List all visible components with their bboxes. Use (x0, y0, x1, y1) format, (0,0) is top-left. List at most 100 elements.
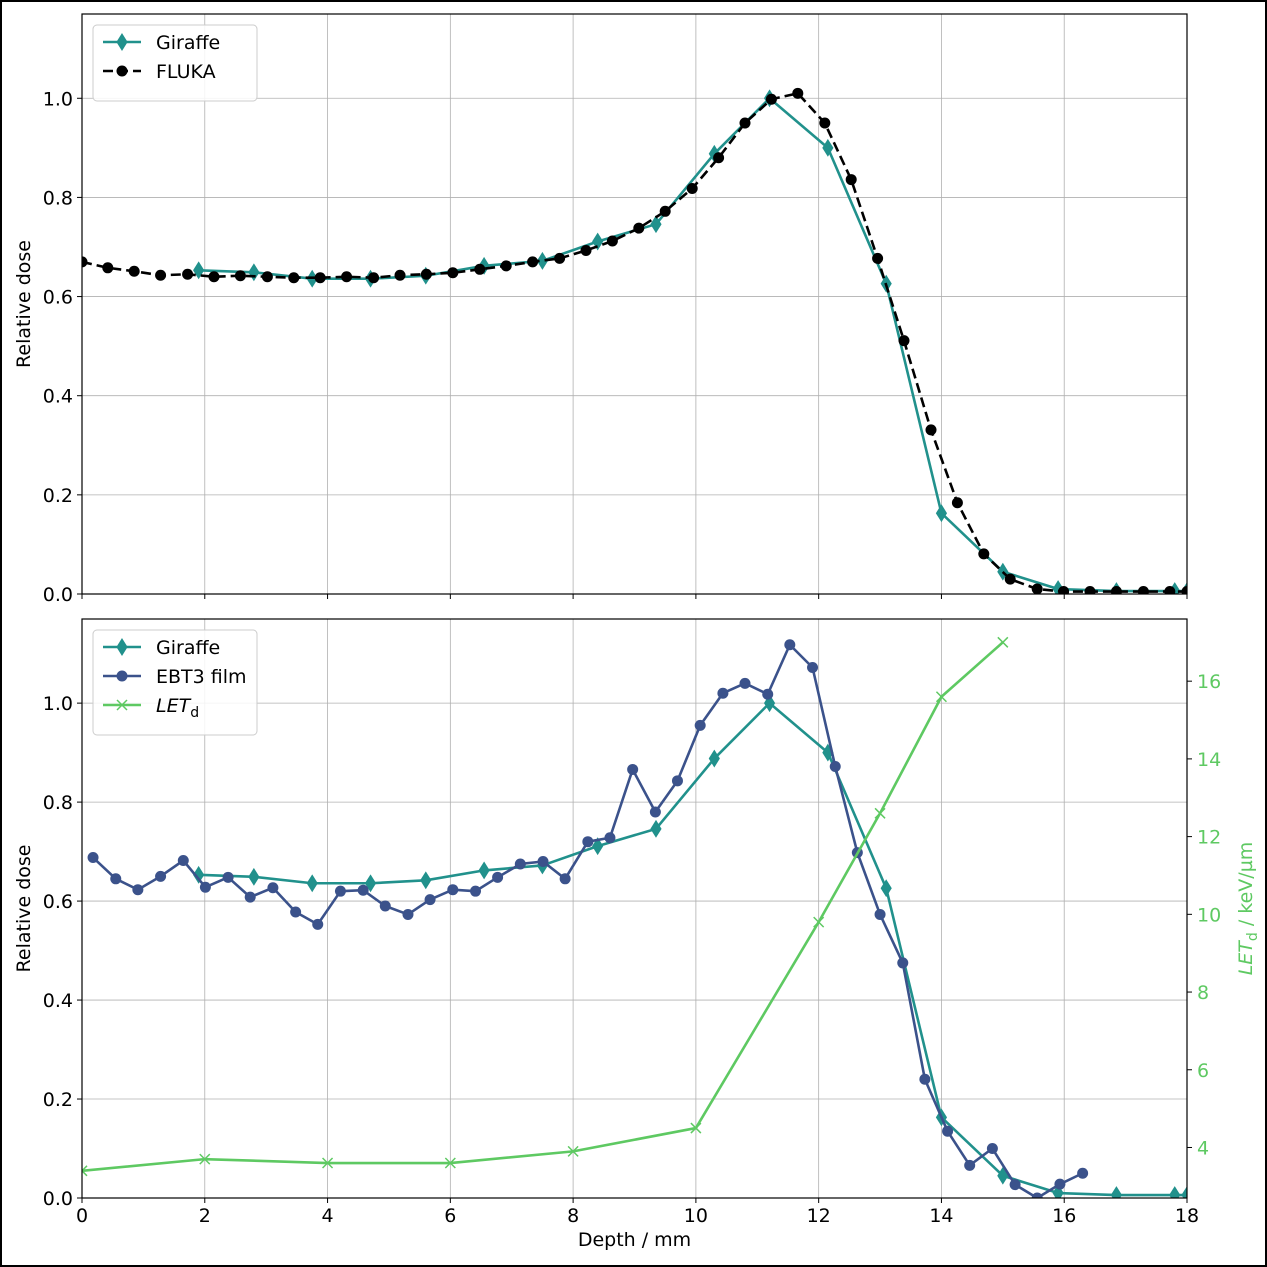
legend-marker (116, 670, 128, 682)
legend-entry: Giraffe (103, 637, 220, 659)
data-point (128, 265, 140, 277)
data-point (420, 871, 432, 890)
data-point (248, 867, 260, 886)
data-point (874, 807, 886, 819)
series-ebt3-film (87, 639, 1089, 1198)
data-point (177, 854, 189, 866)
data-point (364, 874, 377, 893)
x-tick-label: 6 (444, 1205, 456, 1227)
legend-box (92, 629, 258, 736)
data-point (1004, 573, 1016, 585)
legend-label: LETd (156, 695, 199, 721)
y-tick-label: 0.0 (43, 1188, 73, 1210)
series-fluka (82, 87, 1187, 594)
data-point (322, 1157, 334, 1169)
data-point (87, 852, 99, 864)
data-point (424, 894, 436, 906)
y-axis-title: Relative dose (13, 240, 35, 368)
data-point (1084, 586, 1096, 594)
data-point (633, 222, 645, 234)
data-point (182, 268, 194, 280)
data-point (627, 763, 639, 775)
y-axis-title: Relative dose (13, 845, 35, 973)
y2-tick-label: 4 (1197, 1137, 1209, 1159)
legend-marker (116, 699, 128, 711)
series-letd (82, 636, 1009, 1177)
data-point (110, 873, 122, 885)
data-point (919, 1073, 931, 1085)
data-point (357, 884, 369, 896)
data-point (514, 858, 526, 870)
y2-tick-label: 14 (1197, 749, 1221, 771)
series-line (82, 641, 1004, 1173)
data-point (82, 256, 88, 268)
data-point (1052, 1184, 1064, 1198)
data-point (713, 152, 725, 164)
y-tick-label: 0.8 (43, 187, 73, 209)
data-point (470, 885, 482, 897)
x-tick-label: 4 (322, 1205, 334, 1227)
data-point (739, 117, 751, 129)
data-point (978, 548, 990, 560)
data-point (935, 691, 947, 703)
data-point (155, 269, 167, 281)
data-point (1169, 1186, 1181, 1198)
data-point (199, 881, 211, 893)
data-point (1164, 586, 1176, 594)
data-point (708, 749, 720, 768)
data-point (1137, 586, 1149, 594)
data-point (288, 272, 300, 284)
data-point (935, 504, 948, 523)
data-point (314, 272, 326, 284)
data-point (1031, 1192, 1043, 1198)
data-point (813, 916, 825, 928)
legend: Giraffe EBT3 film LETd (92, 629, 258, 736)
data-point (447, 884, 459, 896)
data-point (559, 873, 571, 885)
y-tick-label: 0.2 (43, 485, 73, 507)
data-point (447, 267, 459, 279)
legend-entry: FLUKA (103, 61, 216, 83)
data-point (193, 865, 205, 884)
data-point (792, 87, 804, 99)
data-point (155, 870, 167, 882)
series-giraffe (193, 89, 1187, 594)
y-tick-label: 0.6 (43, 891, 73, 913)
axes-frame (81, 618, 1188, 1199)
series-line (82, 92, 1187, 593)
data-point (829, 760, 841, 772)
data-point (394, 269, 406, 281)
data-point (822, 138, 834, 157)
axes-frame (81, 13, 1188, 595)
data-point (671, 775, 683, 787)
y2-tick-label: 8 (1197, 982, 1209, 1004)
y2-tick-label: 6 (1197, 1060, 1209, 1082)
y-tick-label: 0.4 (43, 990, 73, 1012)
data-point (444, 1157, 456, 1169)
legend: Giraffe FLUKA (92, 24, 258, 102)
data-point (82, 1165, 88, 1177)
data-point (606, 235, 618, 247)
legend-label: EBT3 film (156, 666, 247, 688)
legend-entry: EBT3 film (103, 666, 247, 688)
data-point (420, 268, 432, 280)
data-point (690, 1122, 702, 1134)
legend-label-main: LET (156, 695, 192, 717)
data-point (717, 687, 729, 699)
data-point (1077, 1167, 1089, 1179)
data-point (942, 1125, 954, 1137)
y-tick-label: 0.2 (43, 1089, 73, 1111)
data-point (132, 884, 144, 896)
data-point (554, 252, 566, 264)
data-point (474, 263, 486, 275)
y2-axis-title-main: LET (1235, 940, 1257, 976)
data-point (580, 244, 592, 256)
data-point (819, 117, 831, 129)
data-point (341, 271, 353, 283)
data-point (234, 270, 246, 282)
data-point (659, 205, 671, 217)
data-point (807, 661, 819, 673)
data-point (368, 272, 380, 284)
data-point (199, 1153, 211, 1165)
